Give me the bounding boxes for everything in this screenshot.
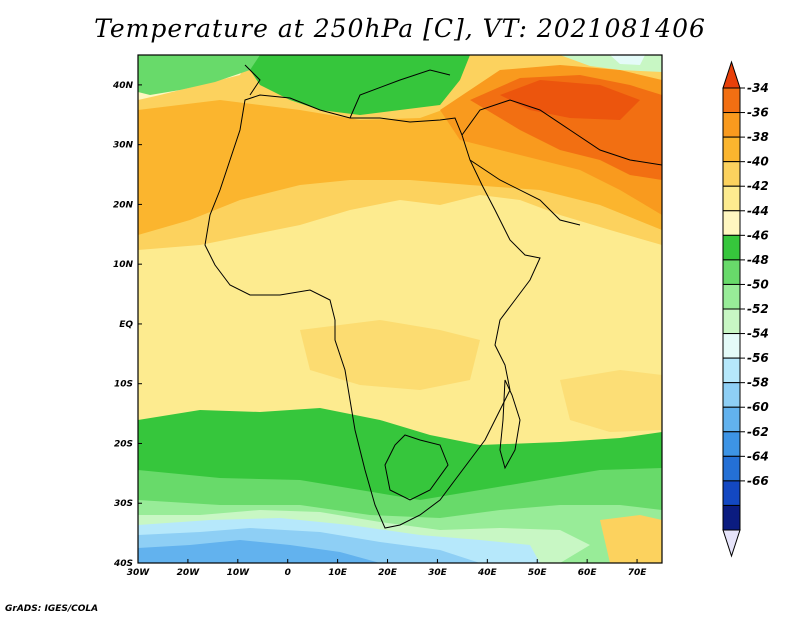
colorbar-swatch — [722, 333, 741, 359]
colorbar-swatch — [722, 283, 741, 310]
colorbar-label: -48 — [747, 253, 769, 267]
colorbar-swatch — [722, 210, 741, 236]
colorbar-swatch — [722, 357, 741, 384]
colorbar-swatch — [722, 504, 741, 531]
colorbar-swatch — [722, 161, 741, 187]
lat-tick-label: 40S — [113, 559, 133, 569]
colorbar-swatch — [722, 259, 741, 285]
latitude-axis: 40N 30N 20N 10N EQ 10S 20S 30S 40S — [112, 81, 142, 569]
colorbar-label: -50 — [747, 277, 769, 291]
colorbar-swatch — [722, 185, 741, 212]
colorbar-label: -56 — [747, 351, 769, 365]
colorbar-swatch — [722, 308, 741, 335]
colorbar-top-triangle — [722, 60, 741, 89]
lon-tick-label: 30W — [127, 568, 151, 578]
lon-tick-label: 10W — [227, 568, 251, 578]
colorbar: -34 -36 -38 -40 -42 -44 -46 -48 -50 -52 -54 -56 -58 -… — [722, 60, 769, 558]
plot-frame — [137, 54, 663, 564]
lat-tick-label: 20S — [114, 439, 133, 449]
lat-tick-label: 30S — [114, 499, 133, 509]
colorbar-label: -52 — [747, 302, 769, 316]
colorbar-swatch — [722, 480, 741, 506]
colorbar-label: -42 — [747, 179, 769, 193]
colorbar-swatch — [722, 87, 741, 114]
lon-tick-label: 40E — [477, 568, 498, 578]
colorbar-label: -64 — [747, 449, 769, 463]
colorbar-label: -40 — [747, 155, 769, 169]
credit-text: GrADS: IGES/COLA — [5, 604, 99, 614]
colorbar-swatch — [722, 234, 741, 261]
colorbar-label: -58 — [747, 376, 769, 390]
lon-tick-label: 20E — [378, 568, 398, 578]
colorbar-label: -34 — [747, 81, 769, 95]
colorbar-swatch — [722, 382, 741, 408]
colorbar-swatch — [722, 112, 741, 138]
lon-tick-label: 50E — [528, 568, 548, 578]
lon-tick-label: 60E — [578, 568, 598, 578]
lon-tick-label: 70E — [628, 568, 648, 578]
lat-tick-label: 10N — [113, 260, 134, 270]
coastlines — [204, 64, 662, 529]
colorbar-swatch — [722, 136, 741, 163]
colorbar-label: -38 — [747, 130, 769, 144]
temperature-field — [138, 55, 662, 563]
lon-tick-label: 30E — [428, 568, 448, 578]
colorbar-swatch — [722, 431, 741, 457]
colorbar-bottom-triangle — [722, 529, 741, 558]
chart-title: Temperature at 250hPa [C], VT: 202108140… — [94, 14, 706, 43]
lon-tick-label: 10E — [328, 568, 348, 578]
lon-tick-label: 20W — [177, 568, 201, 578]
colorbar-label: -36 — [747, 106, 769, 120]
lon-tick-label: 0 — [285, 568, 291, 578]
colorbar-swatch — [722, 406, 741, 433]
colorbar-label: -54 — [747, 327, 769, 341]
colorbar-swatch — [722, 455, 741, 482]
colorbar-label: -62 — [747, 425, 769, 439]
colorbar-label: -66 — [747, 474, 769, 488]
lat-tick-label: 20N — [113, 200, 134, 210]
colorbar-label: -46 — [747, 228, 769, 242]
colorbar-label: -60 — [747, 400, 769, 414]
lat-tick-label: 40N — [112, 81, 134, 91]
lat-tick-label: 30N — [113, 141, 134, 151]
lat-tick-label: EQ — [119, 320, 133, 330]
lat-tick-label: 10S — [114, 380, 133, 390]
longitude-axis: 30W 20W 10W 0 10E 20E 30E 40E 50E 60E 70E — [127, 559, 647, 578]
colorbar-label: -44 — [747, 204, 769, 218]
